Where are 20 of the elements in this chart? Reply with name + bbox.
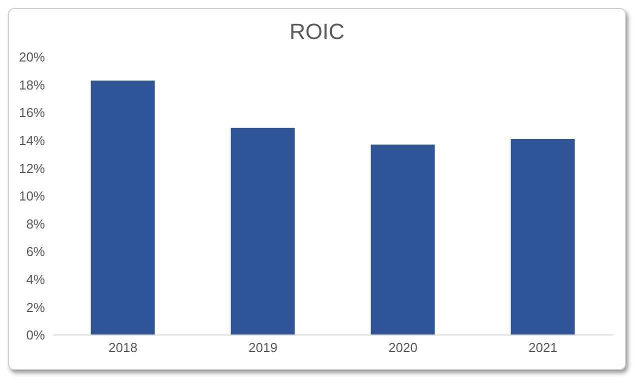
y-tick-label: 2%	[26, 300, 46, 315]
x-tick-label: 2020	[388, 340, 418, 356]
y-tick-label: 18%	[18, 77, 46, 92]
y-tick-label: 20%	[18, 50, 46, 65]
y-tick-label: 0%	[26, 328, 46, 343]
x-tick-label: 2018	[108, 340, 138, 356]
y-tick-label: 4%	[26, 272, 46, 288]
x-tick-label: 2019	[248, 340, 278, 356]
y-tick-label: 14%	[18, 133, 46, 148]
bar	[230, 128, 295, 335]
y-tick-label: 12%	[18, 160, 46, 176]
bar	[510, 139, 575, 335]
y-tick-label: 6%	[26, 244, 46, 260]
y-tick-label: 16%	[18, 105, 46, 120]
bar	[370, 144, 435, 335]
x-tick-label: 2021	[528, 340, 558, 356]
y-tick-label: 8%	[26, 216, 46, 232]
chart-title: ROIC	[288, 18, 346, 46]
bar	[90, 80, 155, 335]
y-tick-label: 10%	[18, 188, 46, 204]
